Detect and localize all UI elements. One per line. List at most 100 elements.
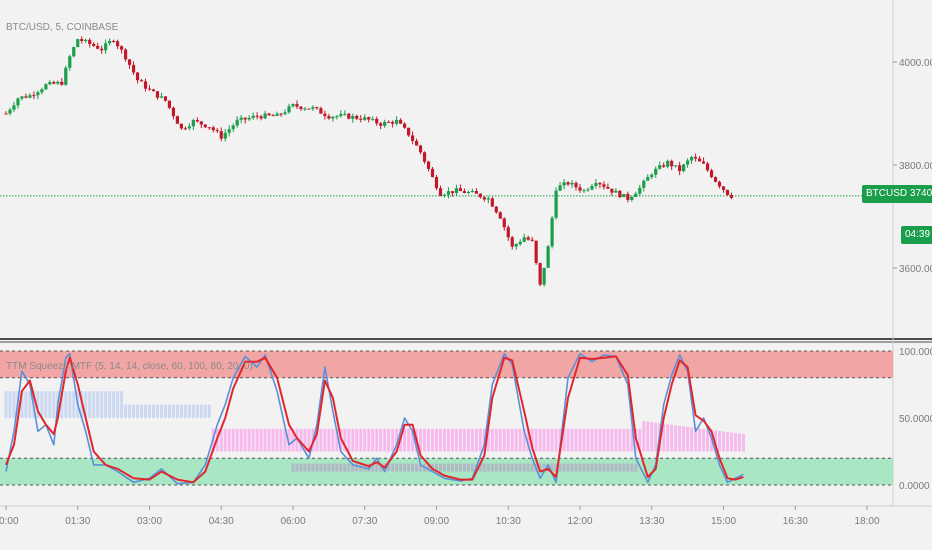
- mtf-bar-0-38: [155, 404, 159, 418]
- mtf-bar-2-0: [291, 463, 295, 472]
- mtf-bar-2-76: [594, 463, 598, 472]
- candle-122: [490, 198, 494, 207]
- mtf-bar-1-66: [474, 428, 478, 452]
- mtf-bar-1-86: [554, 428, 558, 452]
- mtf-bar-1-71: [494, 428, 498, 452]
- candle-127: [510, 237, 514, 247]
- candle-64: [259, 116, 263, 119]
- time-axis-label-7: 10:30: [496, 516, 521, 527]
- mtf-bar-1-37: [359, 428, 363, 452]
- mtf-bar-2-83: [622, 463, 626, 472]
- mtf-bar-0-12: [52, 391, 56, 418]
- mtf-bar-1-129: [725, 432, 729, 452]
- osc-axis-label-2: 0.0000: [899, 481, 930, 492]
- mtf-bar-2-55: [510, 463, 514, 472]
- candle-115: [462, 191, 467, 194]
- candle-51: [207, 127, 211, 129]
- candle-8: [36, 92, 40, 96]
- candle-62: [251, 115, 255, 118]
- candle-160: [642, 180, 646, 188]
- candle-41: [167, 100, 172, 108]
- candle-158: [634, 193, 638, 198]
- candle-99: [399, 119, 403, 124]
- time-axis-label-0: 00:00: [0, 516, 19, 527]
- candle-9: [40, 89, 44, 93]
- candle-87: [351, 115, 355, 119]
- candle-117: [470, 191, 474, 193]
- candle-110: [442, 194, 447, 196]
- mtf-bar-1-8: [243, 428, 247, 452]
- mtf-bar-1-90: [570, 428, 574, 452]
- mtf-bar-2-51: [494, 463, 498, 472]
- candle-116: [466, 192, 470, 194]
- candle-56: [227, 129, 231, 133]
- mtf-bar-1-123: [702, 428, 706, 452]
- mtf-bar-1-42: [379, 428, 383, 452]
- candle-100: [403, 123, 407, 128]
- candle-80: [323, 113, 327, 117]
- mtf-bar-2-75: [590, 463, 594, 472]
- mtf-bar-2-45: [470, 463, 474, 472]
- candle-34: [139, 80, 144, 82]
- osc-series-1: [5, 355, 744, 484]
- mtf-bar-0-1: [8, 391, 12, 418]
- mtf-bar-1-132: [737, 433, 741, 452]
- candle-82: [331, 116, 335, 119]
- price-axis-label-1: 3800.00: [899, 161, 932, 172]
- mtf-bar-1-58: [442, 428, 446, 452]
- mtf-bar-0-23: [96, 391, 100, 418]
- mtf-bar-2-16: [355, 463, 359, 472]
- candle-25: [104, 43, 108, 51]
- mtf-bar-0-10: [44, 391, 48, 418]
- mtf-bar-2-28: [403, 463, 407, 472]
- candle-123: [494, 206, 498, 213]
- candle-75: [303, 108, 307, 110]
- mtf-bar-1-89: [566, 428, 570, 452]
- mtf-bar-1-85: [550, 428, 554, 452]
- candle-145: [582, 190, 586, 192]
- candle-92: [371, 118, 375, 120]
- candle-20: [84, 39, 88, 41]
- mtf-bar-1-119: [686, 426, 690, 452]
- candle-148: [594, 183, 598, 186]
- candle-73: [295, 104, 299, 107]
- mtf-bar-1-54: [427, 428, 431, 452]
- time-axis-label-1: 01:30: [65, 516, 90, 527]
- mtf-bar-2-34: [427, 463, 431, 472]
- mtf-bar-1-91: [574, 428, 578, 452]
- candle-102: [410, 135, 415, 141]
- mtf-bar-1-4: [227, 428, 231, 452]
- mtf-bar-1-39: [367, 428, 371, 452]
- mtf-bar-1-18: [283, 428, 287, 452]
- candle-0: [4, 113, 8, 115]
- candle-43: [175, 116, 180, 124]
- mtf-bar-2-53: [502, 463, 506, 472]
- mtf-bar-1-5: [231, 428, 235, 452]
- mtf-bar-1-70: [490, 428, 494, 452]
- candle-144: [578, 187, 582, 191]
- mtf-bar-2-4: [307, 463, 311, 472]
- candle-22: [92, 43, 96, 46]
- last-price-badge[interactable]: BTCUSD 3740.00: [862, 185, 932, 203]
- candle-36: [147, 88, 152, 90]
- time-axis-label-8: 12:00: [567, 516, 592, 527]
- mtf-bar-1-107: [638, 428, 642, 452]
- mtf-bar-0-39: [159, 404, 163, 418]
- mtf-bar-2-32: [419, 463, 423, 472]
- candle-97: [391, 121, 395, 124]
- mtf-bar-1-12: [259, 428, 263, 452]
- mtf-bar-1-7: [239, 428, 243, 452]
- candle-181: [725, 189, 730, 195]
- mtf-bar-1-15: [271, 428, 275, 452]
- mtf-bar-2-81: [614, 463, 618, 472]
- mtf-bar-1-3: [223, 428, 227, 452]
- mtf-bar-1-50: [411, 428, 415, 452]
- mtf-bar-2-11: [335, 463, 339, 472]
- candle-46: [187, 126, 191, 129]
- mtf-bar-0-16: [68, 391, 72, 418]
- mtf-bar-0-43: [175, 404, 179, 418]
- mtf-bar-0-9: [40, 391, 44, 418]
- mtf-bar-1-61: [454, 428, 458, 452]
- candle-55: [223, 132, 227, 139]
